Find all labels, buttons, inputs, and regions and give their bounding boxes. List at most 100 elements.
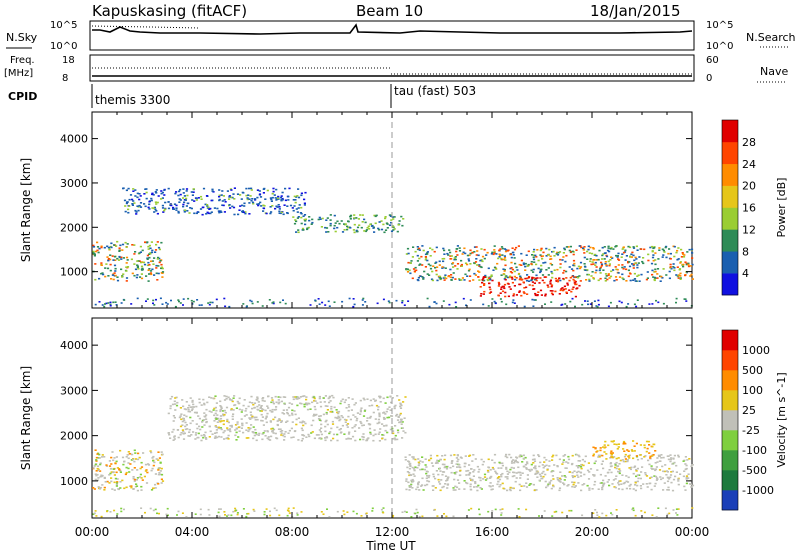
colorbar-step <box>722 207 738 230</box>
range-cell <box>122 463 125 466</box>
range-cell <box>583 483 586 485</box>
range-cell <box>269 409 272 412</box>
range-cell <box>359 410 362 413</box>
range-cell <box>582 249 585 251</box>
range-cell <box>256 397 259 400</box>
range-cell <box>654 270 657 273</box>
range-cell <box>690 465 693 468</box>
range-cell <box>565 291 568 294</box>
range-cell <box>169 437 172 439</box>
range-cell <box>161 303 164 305</box>
range-cell <box>318 303 321 305</box>
range-cell <box>620 256 623 258</box>
range-cell <box>388 406 391 408</box>
range-cell <box>574 305 576 308</box>
range-cell <box>192 403 195 406</box>
range-cell <box>189 207 192 209</box>
range-cell <box>362 415 366 417</box>
range-cell <box>364 409 367 411</box>
range-cell <box>495 268 498 270</box>
range-cell <box>615 509 618 511</box>
range-cell <box>607 273 610 275</box>
range-cell <box>407 252 410 255</box>
range-cell <box>262 207 266 210</box>
range-cell <box>318 429 321 431</box>
range-cell <box>419 468 422 471</box>
range-cell <box>478 265 481 267</box>
range-cell <box>463 279 466 281</box>
range-cell <box>257 203 261 205</box>
range-cell <box>454 485 457 488</box>
range-cell <box>491 459 494 461</box>
range-cell <box>449 258 452 260</box>
range-cell <box>600 263 604 266</box>
range-cell <box>133 449 136 452</box>
range-cell <box>571 481 574 483</box>
range-cell <box>127 211 130 214</box>
range-cell <box>498 249 501 252</box>
range-cell <box>146 258 149 260</box>
colorbar-tick-label: -100 <box>742 444 767 457</box>
range-cell <box>603 447 606 449</box>
range-cell <box>93 253 96 255</box>
range-cell <box>550 479 553 482</box>
range-cell <box>149 507 152 510</box>
range-cell <box>250 414 253 416</box>
range-cell <box>411 466 414 469</box>
range-cell <box>333 227 336 230</box>
range-cell <box>313 396 316 398</box>
range-cell <box>467 469 470 472</box>
range-cell <box>573 475 576 478</box>
range-cell <box>472 471 475 473</box>
range-cell <box>391 397 394 399</box>
range-cell <box>450 471 453 474</box>
range-cell <box>363 230 366 232</box>
range-cell <box>236 421 239 423</box>
range-cell <box>145 482 149 484</box>
range-cell <box>393 228 396 230</box>
range-cell <box>343 401 346 404</box>
range-cell <box>557 251 560 254</box>
range-cell <box>533 299 536 301</box>
range-cell <box>502 487 505 490</box>
range-cell <box>526 277 529 280</box>
range-cell <box>670 481 673 484</box>
range-cell <box>609 462 612 465</box>
range-cell <box>416 467 419 469</box>
range-cell <box>449 466 452 469</box>
range-cell <box>636 458 640 461</box>
range-cell <box>182 405 185 408</box>
range-cell <box>584 266 587 268</box>
range-cell <box>294 430 297 432</box>
range-cell <box>439 470 442 472</box>
range-cell <box>161 276 164 278</box>
range-cell <box>366 417 369 419</box>
range-cell <box>683 485 686 488</box>
range-cell <box>345 424 348 426</box>
range-cell <box>517 471 520 474</box>
range-cell <box>654 263 657 266</box>
range-cell <box>361 424 364 427</box>
range-cell <box>669 454 672 456</box>
range-cell <box>148 200 151 203</box>
range-cell <box>320 226 323 228</box>
range-cell <box>671 470 674 473</box>
range-cell <box>646 271 649 273</box>
range-cell <box>96 467 99 470</box>
range-cell <box>640 487 643 490</box>
range-cell <box>493 300 496 303</box>
range-cell <box>443 513 445 515</box>
range-cell <box>157 473 160 476</box>
range-cell <box>140 466 144 468</box>
range-cell <box>685 300 688 302</box>
range-cell <box>430 278 434 281</box>
range-cell <box>413 475 416 477</box>
range-cell <box>654 450 657 452</box>
range-cell <box>651 256 655 259</box>
range-cell <box>492 269 495 271</box>
range-cell <box>665 470 669 472</box>
range-cell <box>155 243 158 246</box>
range-cell <box>353 425 356 428</box>
range-cell <box>128 453 131 455</box>
range-cell <box>554 277 557 280</box>
